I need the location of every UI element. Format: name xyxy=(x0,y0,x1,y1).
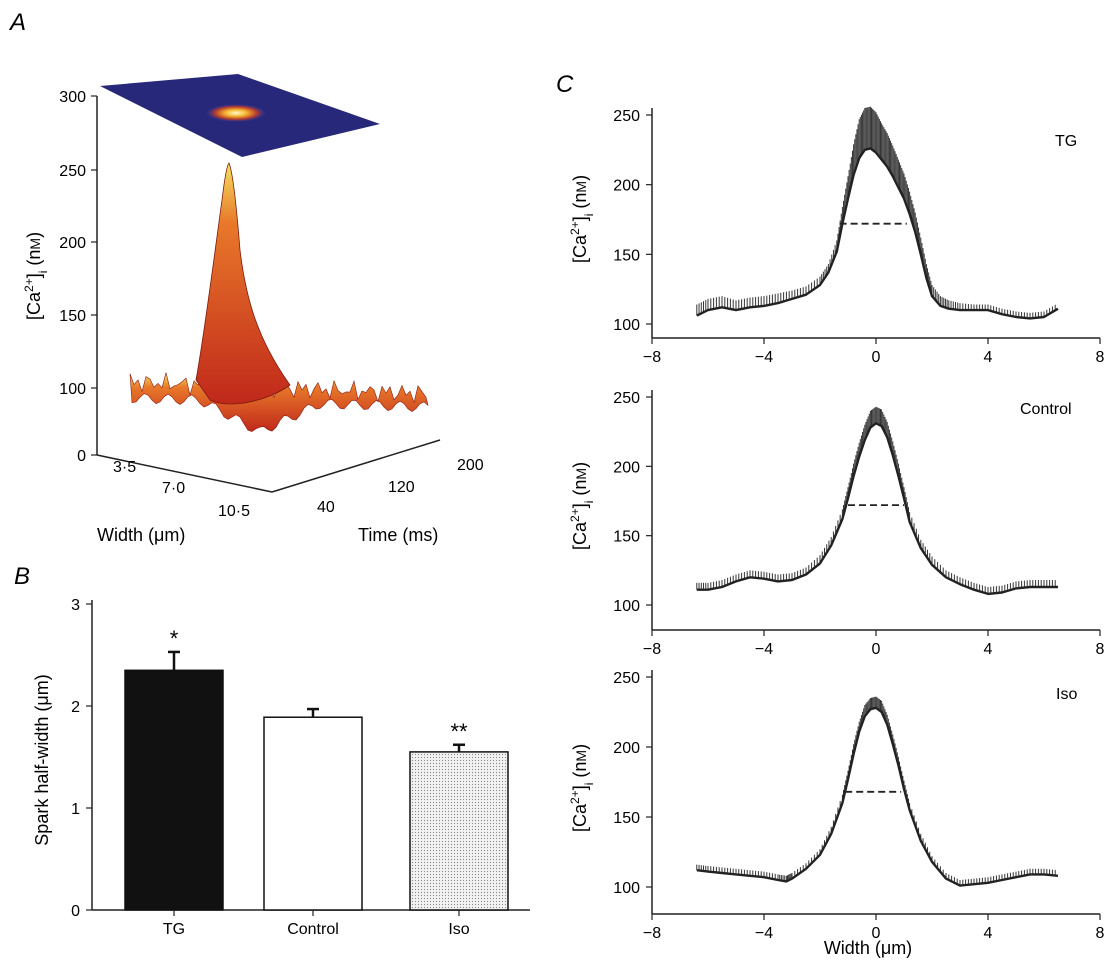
c-y-tick-label: 250 xyxy=(613,670,640,687)
b-x-tick-label: Iso xyxy=(448,921,469,938)
b-y-tick-label: 1 xyxy=(71,801,80,818)
c-panel-label: Control xyxy=(1020,401,1072,418)
panel-a-surface-plot: 300 250 200 150 100 0 3·5 7·0 10·5 40 120 200… xyxy=(22,74,484,545)
time-tick-200: 200 xyxy=(457,457,484,474)
c-y-tick-label: 150 xyxy=(613,810,640,827)
panel-a-y-label: [Ca2+]i (nM) xyxy=(22,232,50,320)
profile-control: 100 150 200 250 −8 −4 0 4 8 [Ca2+]i (nM) Control xyxy=(568,390,1105,658)
c-y-tick-label: 250 xyxy=(613,108,640,125)
c-x-tick-label: 4 xyxy=(984,641,993,658)
c-x-tick-label: −8 xyxy=(643,349,661,366)
significance-tg: * xyxy=(170,626,179,651)
c-y-tick-label: 200 xyxy=(613,178,640,195)
width-tick-7-0: 7·0 xyxy=(162,480,185,497)
b-y-label: Spark half-width (μm) xyxy=(32,674,52,845)
c-x-tick-label: 8 xyxy=(1096,641,1105,658)
c-x-tick-label: 8 xyxy=(1096,349,1105,366)
c-y-tick-label: 100 xyxy=(613,880,640,897)
panel-a-time-label: Time (ms) xyxy=(358,525,438,545)
z-tick-label: 100 xyxy=(59,381,86,398)
c-y-tick-label: 100 xyxy=(613,598,640,615)
panel-a-width-label: Width (μm) xyxy=(97,525,185,545)
bar-control xyxy=(263,716,363,911)
b-y-tick-label: 0 xyxy=(71,903,80,920)
z-tick-label: 250 xyxy=(59,163,86,180)
c-y-tick-label: 150 xyxy=(613,247,640,264)
c-x-tick-label: 8 xyxy=(1096,925,1105,942)
panel-letter-b: B xyxy=(14,563,30,590)
b-y-tick-label: 3 xyxy=(71,597,80,614)
c-mean-line xyxy=(696,706,1059,887)
c-y-label: [Ca2+]i (nM) xyxy=(568,175,596,263)
c-x-tick-label: −4 xyxy=(755,641,773,658)
panel-a-spark-spot xyxy=(206,104,266,122)
bar-iso xyxy=(409,751,509,911)
c-x-tick-label: 0 xyxy=(872,349,881,366)
panel-a-width-axis xyxy=(96,454,273,493)
c-x-tick-label: 4 xyxy=(984,349,993,366)
c-x-tick-label: −8 xyxy=(643,925,661,942)
width-tick-3-5: 3·5 xyxy=(113,459,136,476)
z-tick-label: 150 xyxy=(59,308,86,325)
panel-letter-a: A xyxy=(8,9,26,36)
c-y-label: [Ca2+]i (nM) xyxy=(568,462,596,550)
c-mean-line xyxy=(696,422,1058,596)
c-x-tick-label: 0 xyxy=(872,641,881,658)
z-tick-label: 300 xyxy=(59,89,86,106)
c-y-tick-label: 200 xyxy=(613,459,640,476)
panel-a-spark-peak xyxy=(195,162,291,405)
b-y-tick-label: 2 xyxy=(71,699,80,716)
c-y-tick-label: 250 xyxy=(613,390,640,407)
c-x-tick-label: −8 xyxy=(643,641,661,658)
c-panel-label: TG xyxy=(1055,133,1077,150)
c-y-tick-label: 100 xyxy=(613,317,640,334)
panel-b-bar-chart: 0 1 2 3 Spark half-width (μm) * TG Control ** Iso xyxy=(32,597,530,938)
z-tick-label: 0 xyxy=(77,448,86,465)
c-y-tick-label: 150 xyxy=(613,529,640,546)
time-tick-120: 120 xyxy=(388,479,415,496)
b-x-tick-label: TG xyxy=(163,921,185,938)
panel-a-time-axis xyxy=(271,439,441,493)
profile-tg: 100 150 200 250 −8 −4 0 4 8 [Ca2+]i (nM) TG xyxy=(568,106,1105,366)
c-y-tick-label: 200 xyxy=(613,740,640,757)
time-tick-40: 40 xyxy=(317,499,335,516)
bar-tg xyxy=(124,669,224,911)
panel-letter-c: C xyxy=(556,71,574,98)
c-x-tick-label: −4 xyxy=(755,349,773,366)
c-y-label: [Ca2+]i (nM) xyxy=(568,744,596,832)
profile-iso: 100 150 200 250 −8 −4 0 4 8 [Ca2+]i (nM) Iso Width … xyxy=(568,670,1105,958)
c-x-tick-label: −4 xyxy=(755,925,773,942)
significance-iso: ** xyxy=(450,719,468,744)
c-x-tick-label: 4 xyxy=(984,925,993,942)
width-tick-10-5: 10·5 xyxy=(218,503,250,520)
c-x-tick-label: 0 xyxy=(872,925,881,942)
c-panel-label: Iso xyxy=(1056,686,1077,703)
c-mean-line xyxy=(696,147,1059,320)
b-x-tick-label: Control xyxy=(287,921,339,938)
c-x-label: Width (μm) xyxy=(824,938,912,958)
z-tick-label: 200 xyxy=(59,235,86,252)
